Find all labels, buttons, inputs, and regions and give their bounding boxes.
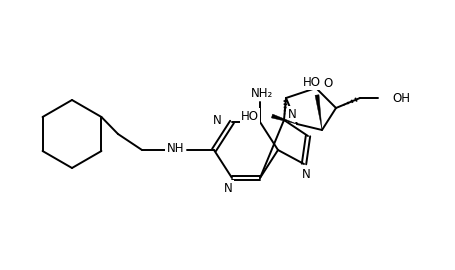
Text: HO: HO (241, 110, 258, 123)
Polygon shape (314, 95, 321, 130)
Text: O: O (323, 76, 332, 89)
Text: N: N (301, 167, 310, 181)
Text: OH: OH (391, 92, 409, 104)
Text: N: N (288, 107, 296, 120)
Text: N: N (223, 181, 232, 194)
Text: HO: HO (302, 76, 320, 89)
Text: NH: NH (166, 141, 184, 154)
Polygon shape (271, 114, 296, 124)
Text: NH₂: NH₂ (250, 86, 273, 100)
Text: N: N (213, 113, 222, 127)
